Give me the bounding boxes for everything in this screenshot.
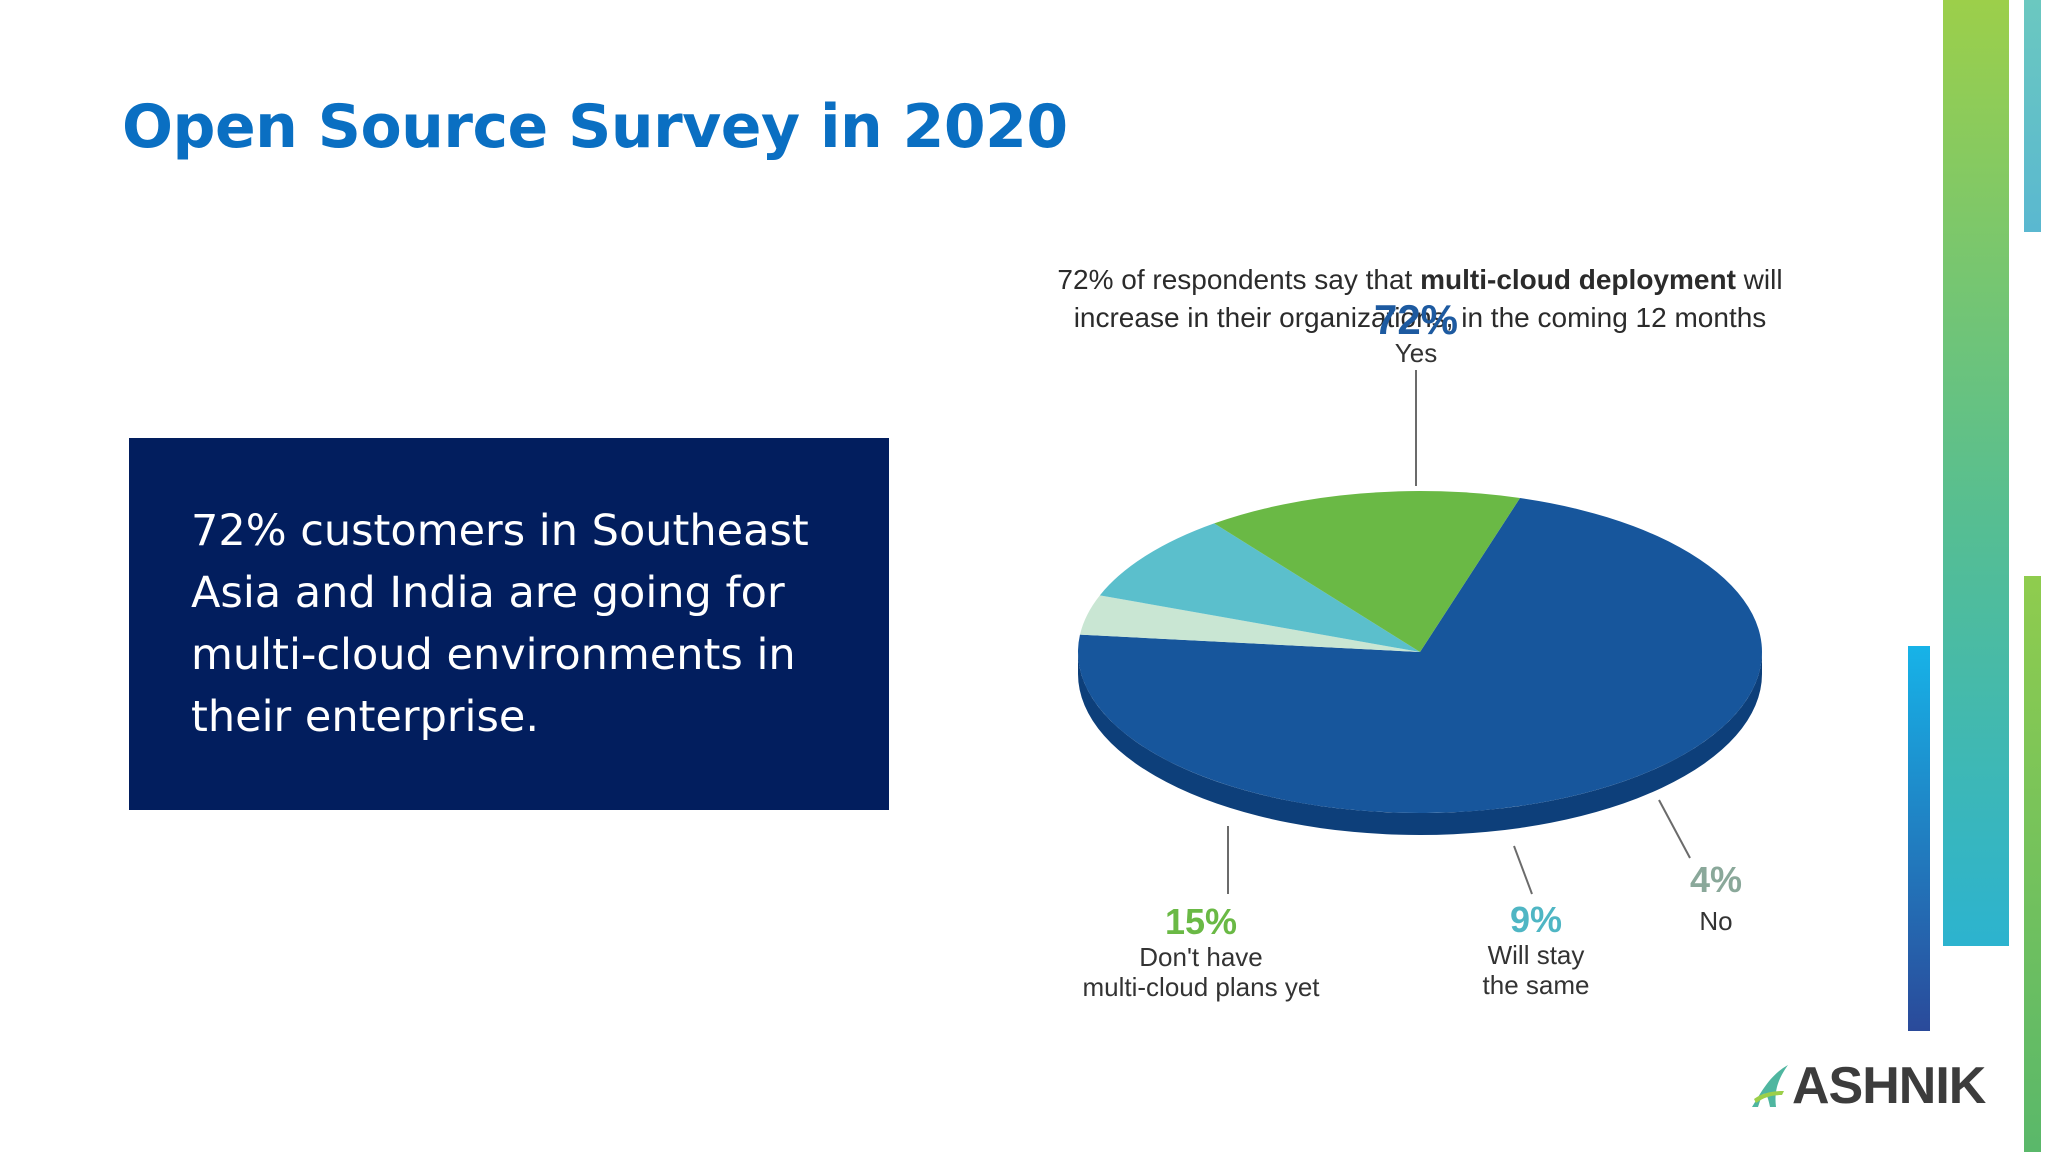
- callout-text: 72% customers in Southeast Asia and Indi…: [191, 506, 809, 742]
- chart-title-post: will: [1736, 264, 1783, 295]
- deco-bar-green: [1943, 0, 2009, 946]
- chart-title-line1: 72% of respondents say that multi-cloud …: [1057, 264, 1782, 295]
- pie-leader-lines: [1227, 370, 1691, 895]
- deco-bar-blue: [1908, 646, 1930, 1031]
- pie-slices: [1078, 491, 1762, 813]
- data-label-name-yes-0: Yes: [1395, 338, 1437, 368]
- data-label-value-will-stay-the-same: 9%: [1510, 899, 1562, 940]
- ashnik-logo: ASHNIK: [1748, 1056, 1986, 1116]
- pie-slice-will-stay-the-same: [1099, 523, 1420, 652]
- data-label-value-yes: 72%: [1374, 296, 1458, 343]
- pie-slice-don-t-have-multi-cloud-plans-yet: [1214, 491, 1520, 652]
- data-label-name-don-t-have-multi-cloud-plans-yet-1: multi-cloud plans yet: [1083, 972, 1321, 1002]
- chart-title-line2: increase in their organizations, in the …: [1074, 302, 1767, 333]
- callout-box: 72% customers in Southeast Asia and Indi…: [129, 438, 889, 810]
- ashnik-logo-mark: [1752, 1065, 1788, 1107]
- logo-text: ASHNIK: [1792, 1057, 1986, 1115]
- data-label-name-don-t-have-multi-cloud-plans-yet-0: Don't have: [1139, 942, 1263, 972]
- data-label-name-will-stay-the-same-0: Will stay: [1488, 940, 1585, 970]
- leader-line-will-stay-the-same: [1513, 845, 1533, 895]
- deco-bar-top: [2024, 0, 2041, 232]
- data-label-name-no-0: No: [1699, 906, 1732, 936]
- chart-title-bold: multi-cloud deployment: [1420, 264, 1736, 295]
- chart-title-pre: 72% of respondents say that: [1057, 264, 1420, 295]
- data-label-value-no: 4%: [1690, 859, 1742, 900]
- data-label-name-will-stay-the-same-1: the same: [1483, 970, 1590, 1000]
- pie-slice-no: [1080, 595, 1420, 652]
- deco-bar-bottom: [2024, 576, 2041, 1152]
- pie-chart: 72% of respondents say that multi-cloud …: [1057, 264, 1782, 1002]
- leader-line-no: [1658, 799, 1691, 859]
- pie-slice-yes: [1078, 498, 1762, 813]
- data-label-value-don-t-have-multi-cloud-plans-yet: 15%: [1165, 901, 1237, 942]
- slide-title: Open Source Survey in 2020: [122, 92, 1068, 162]
